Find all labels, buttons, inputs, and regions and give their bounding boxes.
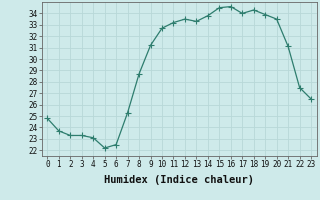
X-axis label: Humidex (Indice chaleur): Humidex (Indice chaleur) bbox=[104, 175, 254, 185]
